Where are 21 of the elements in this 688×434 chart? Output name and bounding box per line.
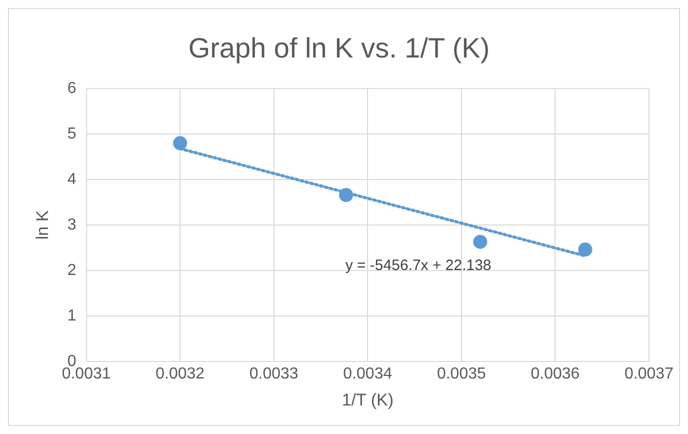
x-tick-label: 0.0032	[156, 365, 205, 382]
x-tick-label: 0.0037	[624, 365, 674, 382]
point	[173, 136, 188, 150]
x-tick-label: 0.0034	[343, 365, 392, 382]
point	[473, 234, 488, 249]
x-tick-label: 0.0033	[249, 365, 298, 382]
y-tick-label: 6	[67, 80, 76, 98]
y-tick-label: 2	[67, 262, 76, 279]
x-tick-label: 0.0036	[530, 365, 580, 382]
y-axis-title: ln K	[32, 210, 52, 240]
annotation: y = -5456.7x + 22.138	[345, 257, 492, 274]
y-tick-label: 4	[67, 170, 76, 188]
x-tick-label: 0.0031	[62, 365, 111, 382]
y-tick-label: 1	[67, 307, 76, 324]
y-tick-label: 5	[67, 125, 76, 142]
x-tick-label: 0.0035	[436, 365, 486, 382]
point	[339, 188, 354, 202]
chart-title: Graph of ln K vs. 1/T (K)	[188, 32, 490, 64]
x-axis-title: 1/T (K)	[342, 390, 394, 410]
y-tick-label: 3	[67, 216, 76, 234]
point	[578, 242, 592, 257]
